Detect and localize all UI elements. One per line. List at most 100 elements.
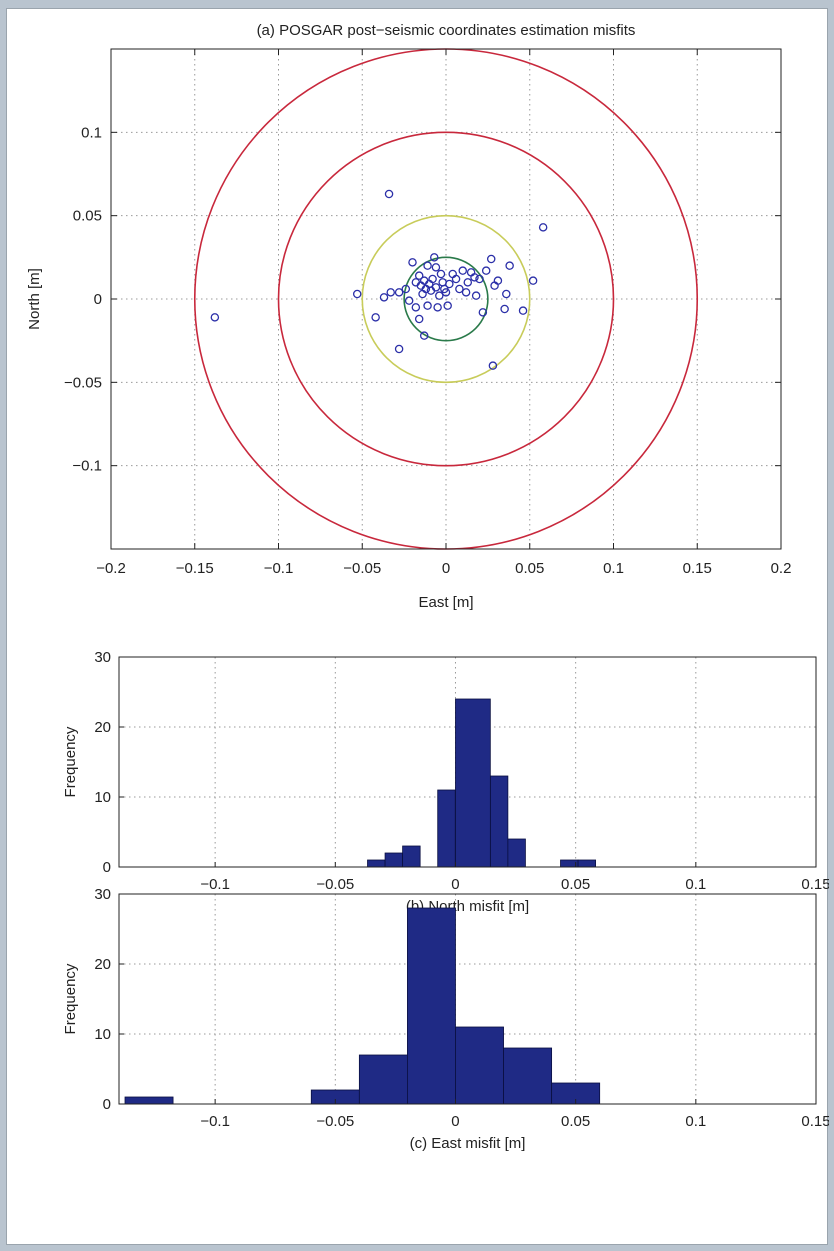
scatter-point bbox=[431, 283, 441, 292]
scatter-point bbox=[419, 331, 429, 340]
scatter-point bbox=[461, 288, 471, 297]
scatter-point bbox=[486, 254, 496, 264]
north-hist-ylabel: Frequency bbox=[62, 726, 79, 797]
scatter-point bbox=[401, 284, 411, 294]
east-hist-bar bbox=[358, 1054, 408, 1105]
scatter-point bbox=[475, 274, 484, 284]
scatter-point bbox=[384, 189, 394, 199]
scatter-point bbox=[445, 279, 454, 289]
scatter-point bbox=[470, 273, 479, 282]
scatter-point bbox=[404, 296, 414, 305]
scatter-point bbox=[411, 303, 421, 312]
scatter-point bbox=[493, 276, 503, 285]
east-hist-xtick-label: 0.15 bbox=[801, 1113, 829, 1130]
north-hist-xtick-label: 0.15 bbox=[801, 876, 829, 893]
scatter-xtick-label: −0.15 bbox=[176, 560, 214, 577]
scatter-point bbox=[379, 293, 389, 302]
scatter-point bbox=[423, 261, 432, 270]
east-hist-ytick-label: 30 bbox=[94, 886, 111, 903]
scatter-point bbox=[423, 301, 432, 310]
scatter-point bbox=[352, 289, 362, 299]
scatter-point bbox=[414, 314, 424, 324]
north-hist-bar bbox=[367, 859, 386, 868]
figure-panel: −0.2 −0.15 −0.1 −0.05 0 0.05 0.1 0.15 0.2 0.1 0.05… bbox=[6, 8, 829, 1245]
north-hist-ytick-label: 20 bbox=[94, 719, 111, 736]
scatter-point bbox=[394, 288, 404, 297]
east-hist-bar bbox=[407, 907, 456, 1105]
scatter-xtick-label: 0.05 bbox=[515, 560, 544, 577]
scatter-ytick-label: −0.1 bbox=[72, 458, 102, 475]
scatter-point bbox=[518, 306, 528, 315]
scatter-point bbox=[458, 266, 467, 275]
scatter-point bbox=[502, 289, 511, 299]
scatter-ytick-label: 0.1 bbox=[81, 124, 102, 141]
scatter-point bbox=[538, 223, 548, 232]
north-hist-axes-box bbox=[118, 656, 817, 868]
north-hist-bar bbox=[437, 789, 456, 868]
scatter-point bbox=[394, 344, 404, 354]
scatter-point bbox=[433, 303, 442, 312]
scatter-ytick-label: −0.05 bbox=[64, 374, 102, 391]
east-hist-xlabel: (c) East misfit [m] bbox=[410, 1135, 526, 1152]
north-hist-xtick-label: 0.05 bbox=[561, 876, 590, 893]
scatter-xtick-label: 0 bbox=[442, 560, 450, 577]
north-hist-xtick-label: −0.1 bbox=[200, 876, 230, 893]
scatter-point bbox=[431, 263, 441, 272]
scatter-title: (a) POSGAR post−seismic coordinates esti… bbox=[257, 22, 636, 39]
scatter-point bbox=[371, 313, 380, 322]
scatter-point bbox=[451, 274, 461, 284]
scatter-point bbox=[436, 269, 446, 279]
scatter-point bbox=[463, 278, 473, 287]
east-hist-ytick-label: 0 bbox=[103, 1096, 111, 1113]
misfit-circle-1 bbox=[277, 131, 615, 467]
north-hist-xtick-label: 0.1 bbox=[685, 876, 706, 893]
scatter-xtick-label: 0.2 bbox=[771, 560, 792, 577]
east-hist-bar bbox=[124, 1096, 174, 1105]
misfit-circle-3 bbox=[403, 256, 489, 342]
north-hist-bar bbox=[455, 698, 491, 868]
north-hist-bar bbox=[384, 852, 404, 868]
scatter-point bbox=[210, 313, 220, 322]
scatter-xtick-label: −0.05 bbox=[343, 560, 381, 577]
east-hist-xtick-label: 0 bbox=[451, 1113, 459, 1130]
east-hist-ytick-label: 20 bbox=[94, 956, 111, 973]
north-hist-bar bbox=[489, 775, 509, 868]
east-hist-xtick-label: −0.05 bbox=[316, 1113, 354, 1130]
scatter-point bbox=[428, 274, 437, 284]
scatter-point bbox=[505, 261, 514, 270]
east-hist-ytick-label: 10 bbox=[94, 1026, 111, 1043]
scatter-point bbox=[443, 301, 452, 310]
scatter-point bbox=[414, 271, 424, 280]
scatter-point bbox=[471, 291, 481, 300]
east-hist-xtick-label: 0.05 bbox=[561, 1113, 590, 1130]
north-hist-bar bbox=[402, 845, 421, 868]
north-hist-bar bbox=[507, 838, 526, 868]
north-hist-xtick-label: 0 bbox=[451, 876, 459, 893]
scatter-xlabel: East [m] bbox=[418, 594, 473, 611]
north-hist-ytick-label: 0 bbox=[103, 859, 111, 876]
scatter-point bbox=[488, 361, 498, 370]
scatter-ylabel: North [m] bbox=[26, 268, 43, 330]
scatter-point bbox=[478, 308, 488, 317]
scatter-xtick-label: 0.1 bbox=[603, 560, 624, 577]
east-hist-ylabel: Frequency bbox=[62, 963, 79, 1034]
scatter-ytick-label: 0 bbox=[94, 291, 102, 308]
east-hist-xtick-label: −0.1 bbox=[200, 1113, 230, 1130]
scatter-point bbox=[500, 304, 509, 314]
scatter-point bbox=[455, 284, 464, 294]
north-hist-bar bbox=[577, 859, 597, 868]
north-hist-ytick-label: 10 bbox=[94, 789, 111, 806]
east-hist-axes-box bbox=[118, 893, 817, 1105]
north-hist-ytick-label: 30 bbox=[94, 649, 111, 666]
scatter-point bbox=[435, 291, 444, 300]
scatter-xtick-label: −0.2 bbox=[96, 560, 126, 577]
east-hist-bar bbox=[455, 1026, 504, 1105]
scatter-point bbox=[481, 266, 491, 275]
figure-svg: −0.2 −0.15 −0.1 −0.05 0 0.05 0.1 0.15 0.2 0.1 0.05… bbox=[26, 22, 829, 1152]
scatter-point bbox=[430, 253, 439, 262]
scatter-point bbox=[528, 276, 538, 285]
east-hist-xtick-label: 0.1 bbox=[685, 1113, 706, 1130]
north-hist-xtick-label: −0.05 bbox=[316, 876, 354, 893]
scatter-xtick-label: 0.15 bbox=[683, 560, 712, 577]
scatter-ytick-label: 0.05 bbox=[73, 208, 102, 225]
